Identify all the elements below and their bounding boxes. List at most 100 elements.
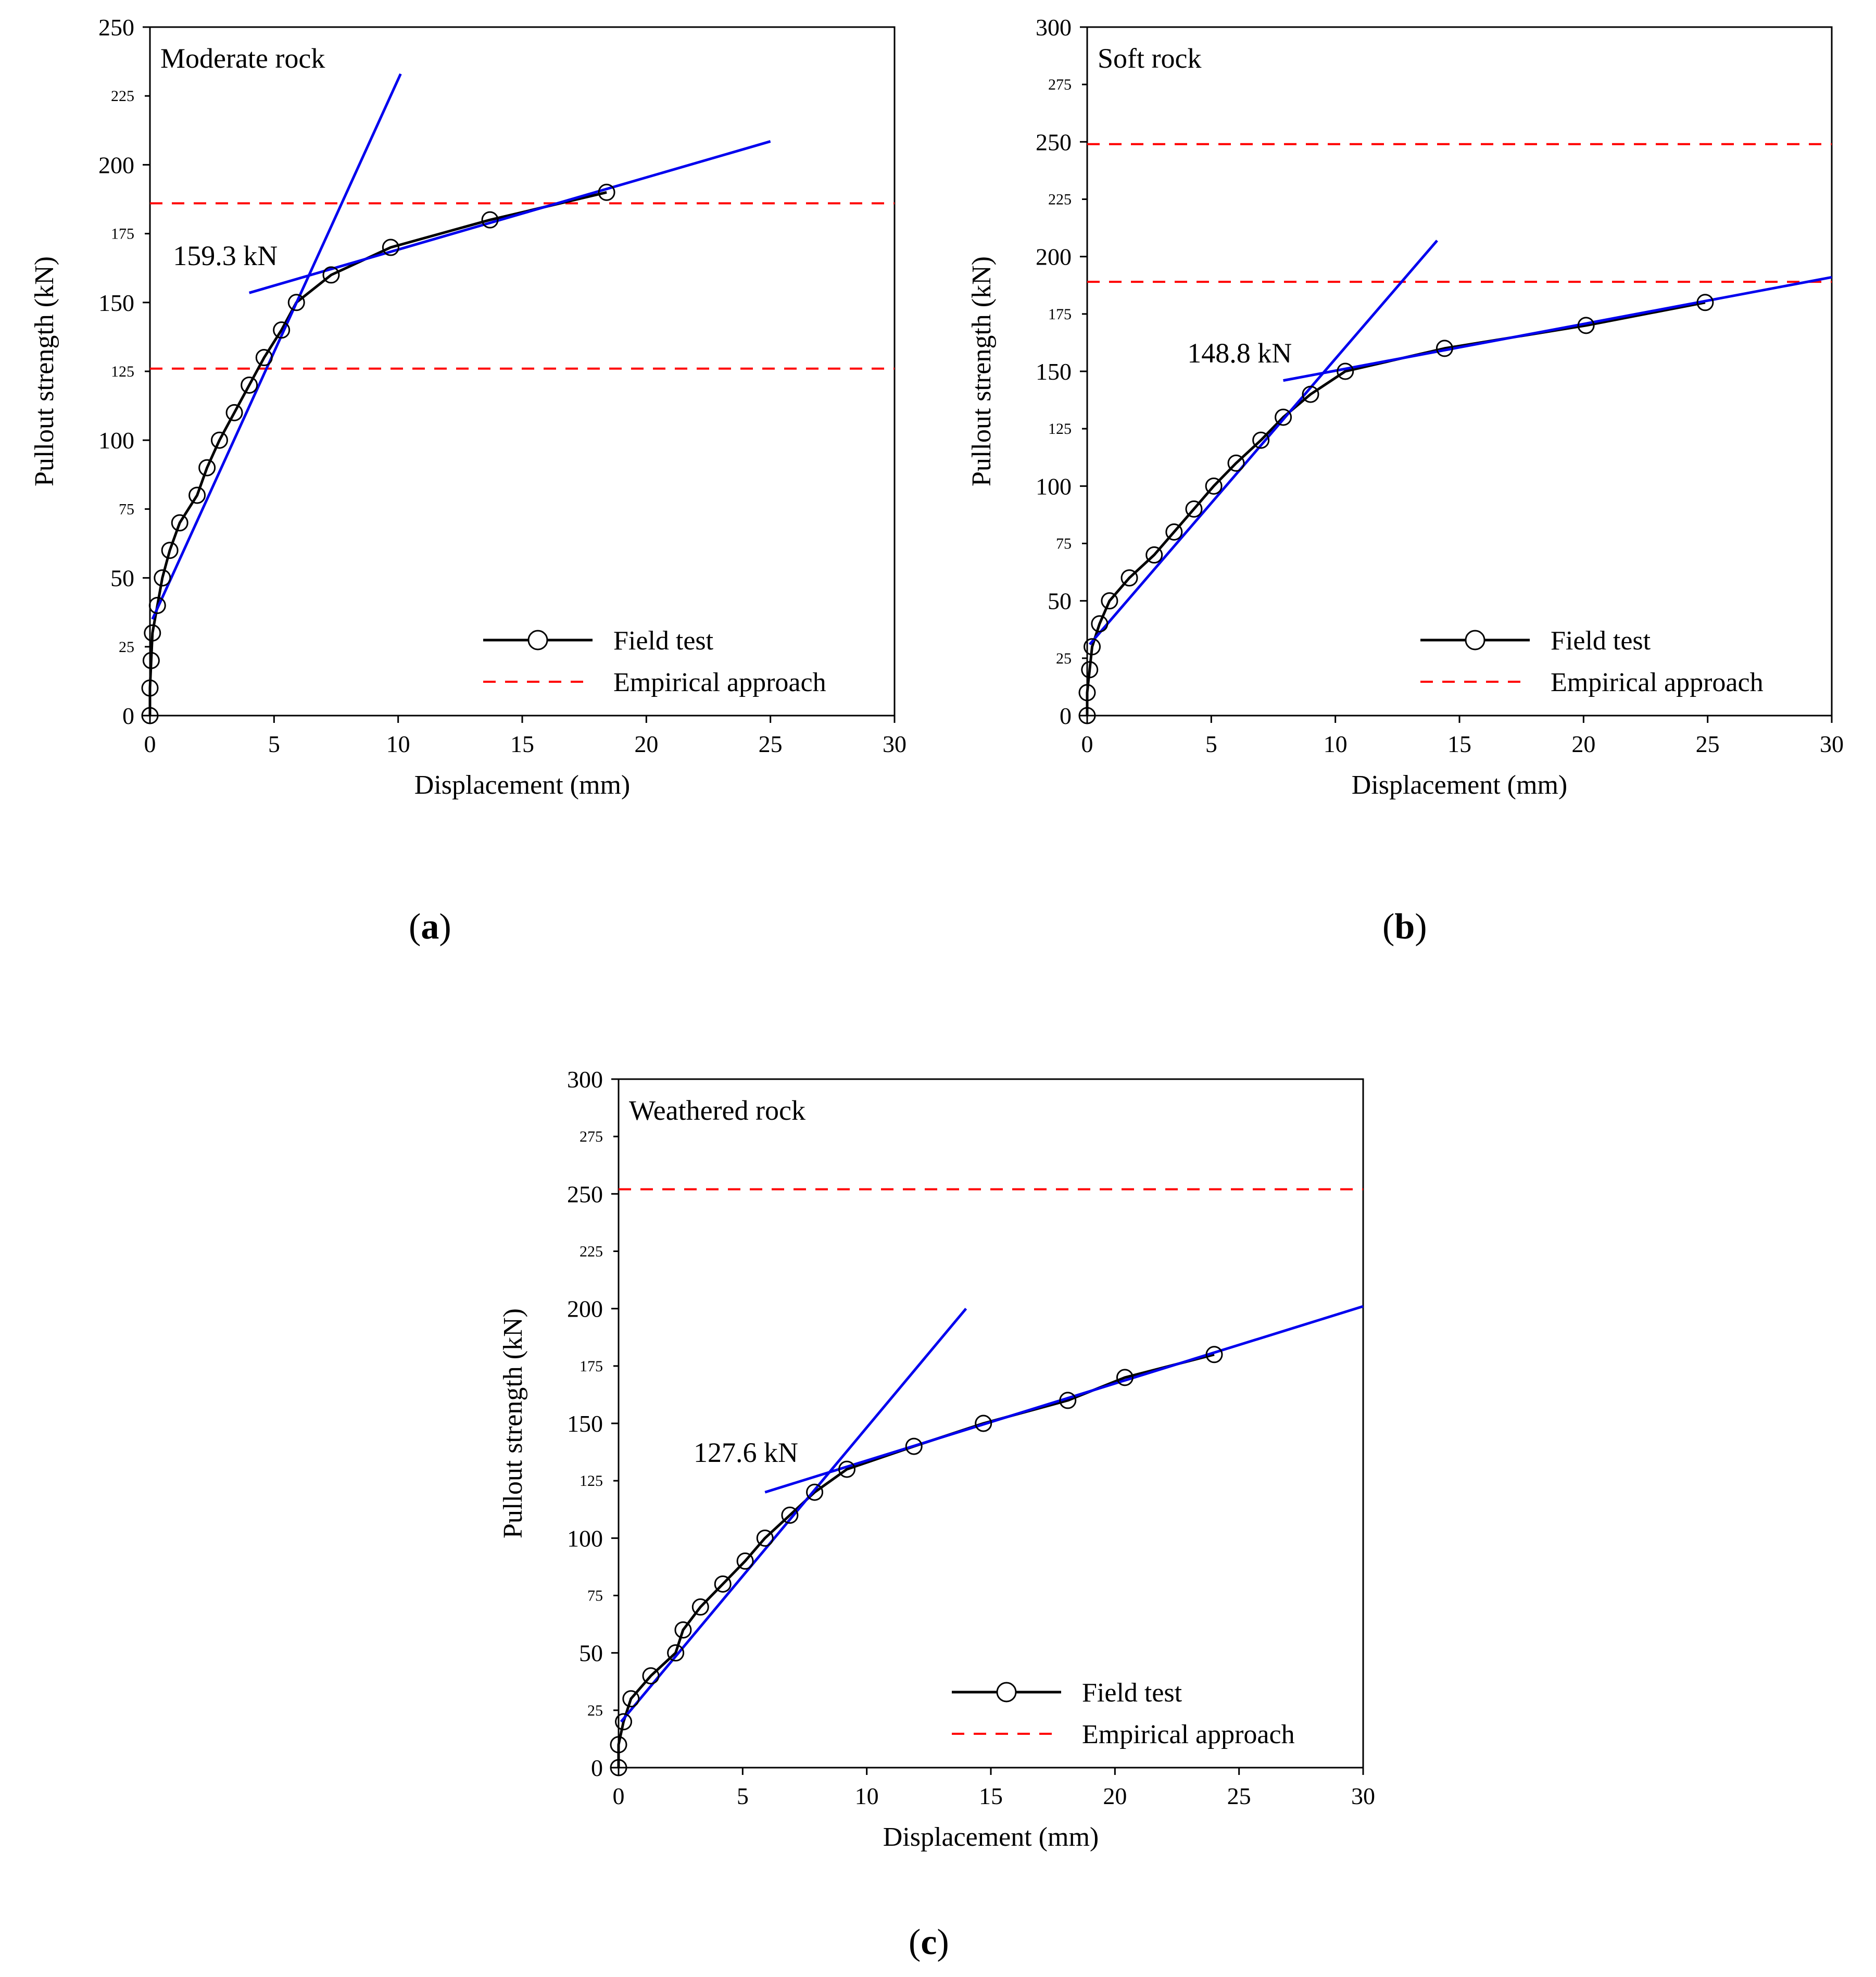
field-test-point: [141, 707, 159, 724]
chart-c-svg: 0 5 10 15 20 25 300501001502002503002575125175…: [498, 1066, 1375, 1852]
x-tick-label: 0: [144, 731, 156, 757]
field-test-point: [598, 183, 615, 201]
x-tick-label: 0: [613, 1783, 625, 1809]
y-minor-tick-label: 75: [587, 1587, 603, 1605]
x-tick-label: 15: [1447, 731, 1471, 757]
legend-field-marker: [527, 630, 548, 650]
y-tick-label: 200: [1036, 244, 1072, 270]
breakpoint-annotation: 159.3 kN: [173, 240, 278, 271]
field-test-point: [1145, 546, 1163, 564]
plot-frame: [1086, 26, 1833, 717]
field-test-point: [1185, 500, 1203, 518]
field-test-point: [1577, 317, 1595, 334]
field-test-point: [225, 404, 243, 421]
x-tick-label: 10: [855, 1783, 879, 1809]
legend-field-label: Field test: [1551, 626, 1651, 656]
field-test-point: [806, 1483, 824, 1501]
field-test-point: [622, 1690, 640, 1708]
field-test-point: [148, 596, 166, 614]
x-tick-label: 5: [737, 1783, 749, 1809]
x-axis-label: Displacement (mm): [1352, 770, 1567, 800]
x-tick-label: 5: [1205, 731, 1217, 757]
y-tick-label: 50: [1048, 588, 1072, 615]
y-minor-tick-label: 75: [1056, 535, 1072, 553]
field-test-point: [241, 376, 258, 394]
field-test-point: [210, 431, 228, 449]
field-test-point: [1252, 431, 1270, 449]
field-test-point: [481, 211, 499, 229]
y-minor-tick-label: 175: [580, 1358, 603, 1375]
field-test-point: [1205, 1346, 1223, 1363]
field-test-point: [615, 1713, 633, 1731]
legend-empirical-label: Empirical approach: [1082, 1720, 1295, 1749]
field-test-point: [1078, 707, 1096, 724]
y-tick-label: 0: [1060, 703, 1072, 729]
fit-line: [1088, 240, 1438, 646]
field-test-point: [610, 1736, 627, 1754]
x-tick-label: 25: [1227, 1783, 1251, 1809]
field-test-point: [161, 542, 179, 559]
y-minor-tick-label: 225: [1048, 191, 1072, 208]
y-tick-label: 200: [98, 152, 134, 178]
field-test-point: [255, 349, 273, 367]
breakpoint-annotation: 148.8 kN: [1187, 337, 1292, 369]
chart-title: Moderate rock: [160, 43, 325, 74]
y-tick-label: 200: [567, 1296, 603, 1322]
x-tick-label: 25: [1696, 731, 1720, 757]
y-tick-label: 100: [98, 427, 134, 454]
legend-empirical-label: Empirical approach: [1551, 668, 1764, 697]
y-minor-tick-label: 275: [580, 1128, 603, 1145]
y-tick-label: 100: [1036, 473, 1072, 499]
field-test-point: [756, 1529, 774, 1547]
chart-panel-b: 0 5 10 15 20 25 30 0 50 100 150 200 250 300 25 75 125 175…: [958, 14, 1844, 862]
y-minor-tick-label: 275: [1048, 76, 1072, 93]
y-axis-label: Pullout strength (kN): [498, 1308, 528, 1538]
y-tick-label: 50: [579, 1640, 603, 1667]
x-tick-label: 15: [979, 1783, 1003, 1809]
y-tick-label: 150: [98, 290, 134, 316]
legend-field-label: Field test: [613, 626, 714, 656]
field-test-point: [322, 266, 340, 284]
x-tick-label: 5: [268, 731, 280, 757]
x-tick-label: 30: [883, 731, 906, 757]
legend-field-marker: [996, 1682, 1017, 1703]
field-test-point: [1696, 294, 1714, 311]
field-test-point: [667, 1644, 685, 1662]
fit-line: [1283, 276, 1832, 382]
fit-line: [764, 1305, 1364, 1494]
y-tick-label: 100: [567, 1525, 603, 1551]
field-test-point: [188, 486, 206, 504]
y-tick-label: 250: [567, 1181, 603, 1207]
y-tick-label: 250: [1036, 129, 1072, 155]
x-tick-label: 20: [1571, 731, 1595, 757]
y-minor-tick-label: 125: [1048, 420, 1072, 437]
field-test-point: [1078, 684, 1096, 702]
caption-c: (c): [909, 1922, 949, 1962]
y-tick-label: 250: [98, 16, 134, 41]
y-minor-tick-label: 225: [111, 87, 134, 105]
y-axis-label: Pullout strength (kN): [30, 256, 59, 486]
field-test-point: [1227, 454, 1245, 472]
field-test-point: [1116, 1369, 1134, 1386]
field-test-point: [1436, 340, 1453, 357]
field-test-point: [171, 514, 188, 532]
y-minor-tick-label: 25: [587, 1702, 603, 1719]
x-tick-label: 25: [759, 731, 783, 757]
field-test-point: [714, 1575, 732, 1593]
field-test-point: [154, 569, 171, 587]
fit-line: [620, 1308, 967, 1723]
field-test-point: [1101, 592, 1118, 610]
y-tick-label: 50: [110, 565, 134, 592]
field-test-point: [838, 1460, 856, 1478]
x-tick-label: 0: [1081, 731, 1093, 757]
y-tick-label: 150: [567, 1410, 603, 1437]
y-tick-label: 300: [567, 1068, 603, 1093]
field-test-line: [1086, 301, 1706, 716]
x-tick-label: 30: [1820, 731, 1843, 757]
y-minor-tick-label: 175: [111, 226, 134, 243]
x-axis-label: Displacement (mm): [414, 770, 630, 800]
field-test-point: [1081, 661, 1099, 679]
x-tick-label: 15: [510, 731, 534, 757]
y-minor-tick-label: 175: [1048, 306, 1072, 323]
y-tick-label: 300: [1036, 16, 1072, 41]
